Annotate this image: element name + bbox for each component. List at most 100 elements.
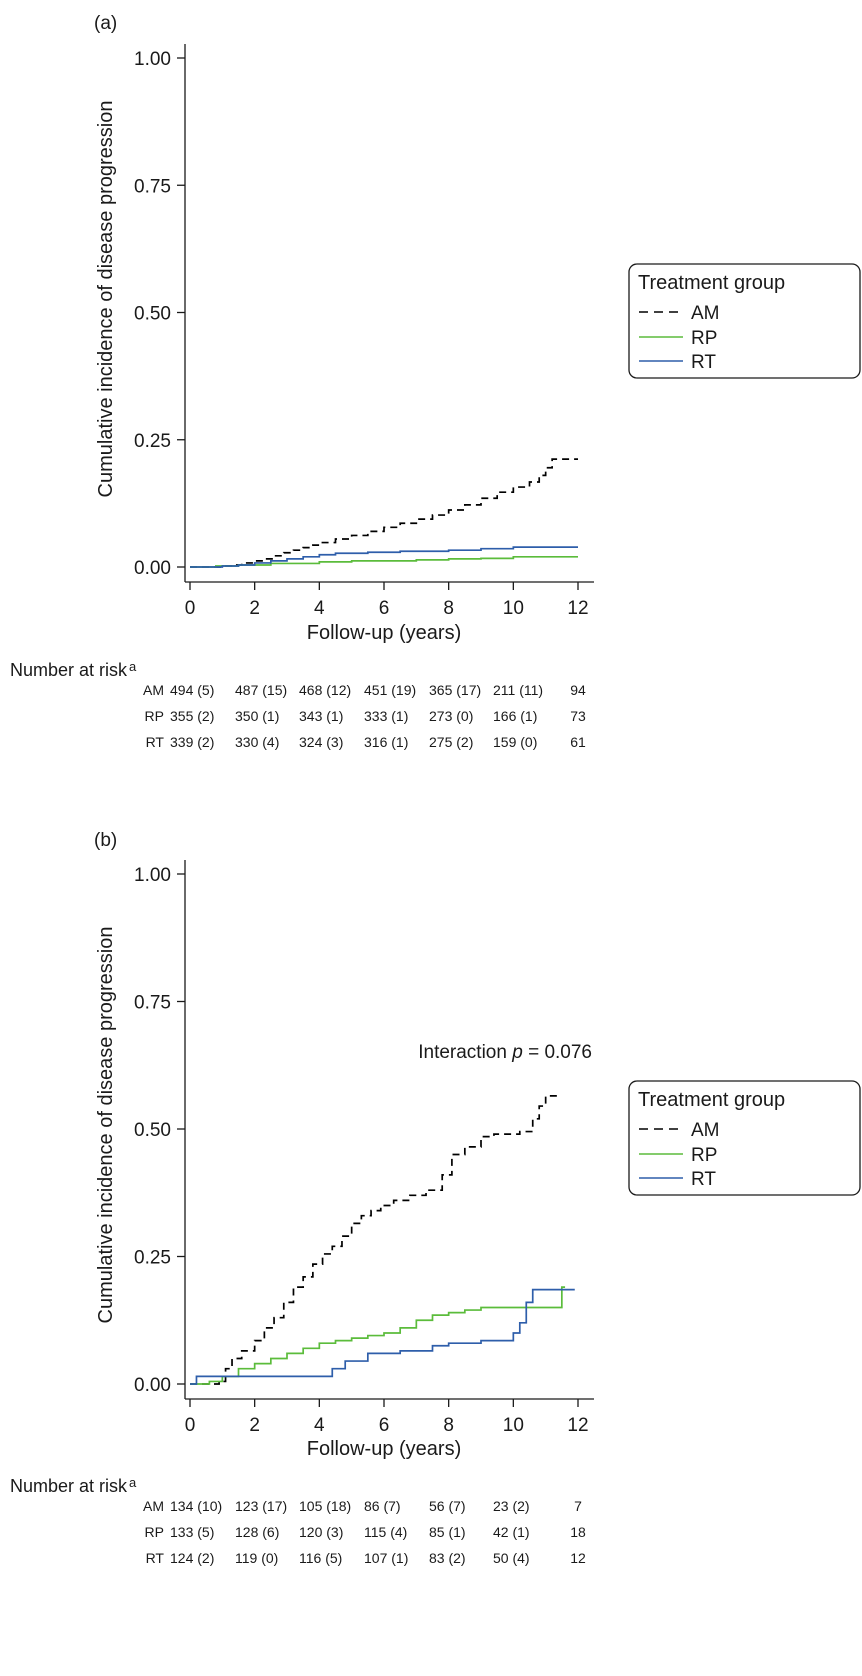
- panel-b-legend-box: [628, 1080, 861, 1196]
- panel-a-risk-cell: 273 (0): [429, 708, 473, 724]
- panel-a-series-group: [190, 458, 578, 568]
- panel-b-y-tick-label: 1.00: [134, 865, 171, 886]
- panel-a-risk-cell: 166 (1): [493, 708, 537, 724]
- panel-b-risk-cell: 18: [570, 1524, 586, 1540]
- panel-a-risk-cell: 487 (15): [235, 682, 287, 698]
- panel-b-legend-rt: RT: [691, 1169, 716, 1190]
- panel-b-risk-cell: 85 (1): [429, 1524, 466, 1540]
- panel-a-risk-title-text: Number at risk: [10, 660, 128, 680]
- panel-a-x-tick-label: 0: [185, 598, 196, 619]
- panel-a-y-ticks: 0.00 0.25 0.50 0.75 1.00: [134, 49, 185, 579]
- panel-a-x-tick-label: 6: [379, 598, 390, 619]
- panel-b-risk-group-rp: RP: [145, 1524, 164, 1540]
- panel-b-legend: Treatment group AM RP RT: [628, 1080, 861, 1196]
- panel-a-risk-cell: 468 (12): [299, 682, 351, 698]
- panel-b-y-ticks: 0.00 0.25 0.50 0.75 1.00: [134, 865, 185, 1396]
- panel-a: (a) Cumulative incidence of disease prog…: [10, 13, 861, 750]
- panel-b-risk-cell: 133 (5): [170, 1524, 214, 1540]
- panel-b-risk-cell: 86 (7): [364, 1498, 401, 1514]
- panel-a-x-ticks: 0 2 4 6 8 10 12: [185, 582, 589, 619]
- panel-a-x-tick-label: 12: [567, 598, 588, 619]
- panel-a-y-tick-label: 0.25: [134, 431, 171, 452]
- panel-b-risk-cell: 116 (5): [299, 1550, 342, 1566]
- panel-b-x-tick-label: 12: [567, 1415, 588, 1436]
- panel-a-legend-am: AM: [691, 303, 720, 324]
- panel-b-annotation-prefix: Interaction: [418, 1042, 512, 1063]
- panel-a-x-tick-label: 8: [443, 598, 454, 619]
- panel-a-risk-table: Number at risk a AM 494 (5) 487 (15) 468 (12…: [10, 659, 586, 750]
- panel-a-risk-cell: 365 (17): [429, 682, 481, 698]
- panel-b-y-tick-label: 0.00: [134, 1375, 171, 1396]
- panel-b-series-rp: [190, 1286, 566, 1385]
- panel-a-y-tick-label: 0.50: [134, 304, 171, 325]
- panel-a-risk-cell: 330 (4): [235, 734, 279, 750]
- panel-b-y-axis-title: Cumulative incidence of disease progress…: [95, 927, 117, 1324]
- panel-b-risk-cell: 134 (10): [170, 1498, 222, 1514]
- panel-a-y-axis-title: Cumulative incidence of disease progress…: [95, 101, 117, 498]
- panel-b-x-tick-label: 4: [314, 1415, 325, 1436]
- panel-b-risk-cell: 107 (1): [364, 1550, 408, 1566]
- panel-b-label: (b): [94, 830, 117, 851]
- panel-b-risk-table: Number at risk a AM 134 (10) 123 (17) 105 (1…: [10, 1475, 586, 1566]
- panel-a-risk-group-rp: RP: [145, 708, 164, 724]
- panel-b-risk-cell: 23 (2): [493, 1498, 530, 1514]
- panel-b-series-rt: [190, 1288, 575, 1385]
- panel-b-annotation-suffix: = 0.076: [523, 1042, 592, 1063]
- panel-b-risk-cell: 105 (18): [299, 1498, 351, 1514]
- panel-b-risk-title: Number at risk a: [10, 1475, 137, 1496]
- panel-a-series-rt: [190, 546, 578, 568]
- panel-a-risk-cell: 333 (1): [364, 708, 408, 724]
- panel-a-x-tick-label: 10: [503, 598, 524, 619]
- panel-b-risk-cell: 50 (4): [493, 1550, 530, 1566]
- panel-b-y-tick-label: 0.50: [134, 1120, 171, 1141]
- panel-a-risk-cell: 494 (5): [170, 682, 214, 698]
- panel-a-legend-box: [628, 263, 861, 379]
- panel-a-risk-cell: 350 (1): [235, 708, 279, 724]
- panel-b-risk-cell: 12: [570, 1550, 586, 1566]
- panel-b-risk-cell: 120 (3): [299, 1524, 343, 1540]
- panel-a-risk-cell: 61: [570, 734, 586, 750]
- panel-b-risk-cell: 115 (4): [364, 1524, 407, 1540]
- panel-b-risk-cell: 124 (2): [170, 1550, 214, 1566]
- panel-b-risk-cell: 119 (0): [235, 1550, 278, 1566]
- panel-a-x-axis-title: Follow-up (years): [307, 622, 461, 644]
- panel-b-annotation-italic: p: [511, 1042, 523, 1063]
- panel-a-risk-cell: 324 (3): [299, 734, 343, 750]
- panel-a-risk-cell: 355 (2): [170, 708, 214, 724]
- panel-b-x-tick-label: 6: [379, 1415, 390, 1436]
- panel-b-x-ticks: 0 2 4 6 8 10 12: [185, 1399, 589, 1436]
- panel-a-x-tick-label: 2: [249, 598, 260, 619]
- panel-b-legend-am: AM: [691, 1120, 720, 1141]
- panel-a-risk-cell: 343 (1): [299, 708, 343, 724]
- panel-b-risk-cell: 42 (1): [493, 1524, 530, 1540]
- panel-b-risk-rows: AM 134 (10) 123 (17) 105 (18) 86 (7) 56 (7) 23…: [143, 1498, 586, 1566]
- panel-b-risk-cell: 83 (2): [429, 1550, 466, 1566]
- panel-a-risk-title-sup: a: [129, 659, 137, 674]
- panel-b-risk-title-text: Number at risk: [10, 1476, 128, 1496]
- panel-b-series-am: [190, 1095, 562, 1385]
- panel-a-legend: Treatment group AM RP RT: [628, 263, 861, 379]
- panel-b-risk-cell: 123 (17): [235, 1498, 287, 1514]
- panel-b-risk-title-sup: a: [129, 1475, 137, 1490]
- panel-a-series-am: [190, 458, 578, 568]
- panel-a-plot: 0.00 0.25 0.50 0.75 1.00 0 2 4 6 8 10 12: [134, 44, 594, 619]
- panel-b-risk-group-am: AM: [143, 1498, 164, 1514]
- panel-a-risk-group-rt: RT: [146, 734, 165, 750]
- panel-b-risk-cell: 7: [574, 1498, 582, 1514]
- panel-b-x-tick-label: 0: [185, 1415, 196, 1436]
- panel-b-series-group: [190, 1095, 575, 1385]
- panel-a-risk-cell: 211 (11): [493, 682, 543, 698]
- panel-a-risk-cell: 94: [570, 682, 586, 698]
- panel-a-risk-rows: AM 494 (5) 487 (15) 468 (12) 451 (19) 365 (17…: [143, 682, 586, 750]
- panel-a-risk-cell: 73: [570, 708, 586, 724]
- panel-a-risk-cell: 339 (2): [170, 734, 214, 750]
- panel-a-risk-cell: 316 (1): [364, 734, 408, 750]
- panel-a-risk-cell: 275 (2): [429, 734, 473, 750]
- panel-b-x-tick-label: 8: [443, 1415, 454, 1436]
- panel-a-label: (a): [94, 13, 117, 34]
- panel-b-risk-cell: 128 (6): [235, 1524, 279, 1540]
- panel-a-legend-title: Treatment group: [638, 272, 785, 294]
- panel-a-y-tick-label: 1.00: [134, 49, 171, 70]
- panel-b: (b) Cumulative incidence of disease prog…: [10, 830, 861, 1566]
